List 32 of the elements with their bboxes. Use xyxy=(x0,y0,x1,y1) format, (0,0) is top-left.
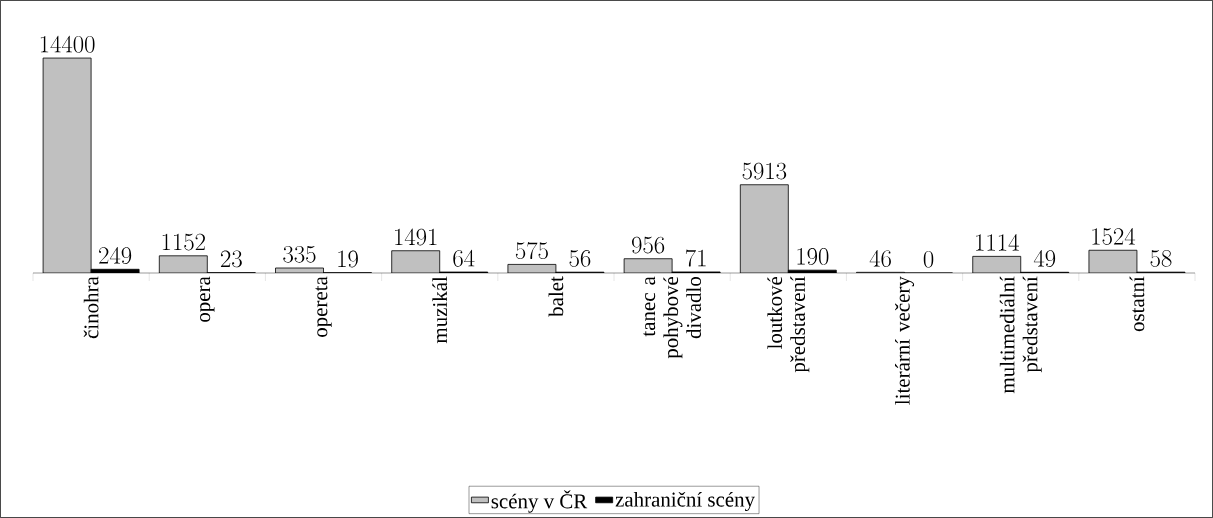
data-label: 46 xyxy=(869,250,891,267)
data-label: 64 xyxy=(453,249,475,267)
x-tick-label: činohra xyxy=(83,276,99,339)
x-tick-label: ostatní xyxy=(1129,276,1145,332)
data-label: 1491 xyxy=(395,228,437,246)
x-tick-label: tanec a pohybové divadlo xyxy=(643,276,702,359)
data-label: 49 xyxy=(1033,249,1056,267)
legend-label: scény v ČR xyxy=(491,490,588,513)
data-label: 23 xyxy=(220,250,242,268)
data-label: 190 xyxy=(797,248,829,265)
data-label: 1114 xyxy=(976,234,1019,251)
legend-label: zahraniční scény xyxy=(615,491,755,511)
data-label: 956 xyxy=(632,236,665,254)
x-tick-label: opera xyxy=(200,276,215,322)
data-label: 58 xyxy=(1150,250,1172,267)
x-tick-label: muzikál xyxy=(432,276,448,344)
data-label: 19 xyxy=(338,250,358,268)
data-label: 335 xyxy=(283,245,316,263)
x-tick-label: opereta xyxy=(315,276,332,337)
data-label: 14400 xyxy=(40,35,95,53)
data-label: 1524 xyxy=(1092,227,1136,245)
x-tick-label: balet xyxy=(548,276,564,317)
data-label: 575 xyxy=(515,241,548,260)
data-label: 1152 xyxy=(162,233,205,251)
data-label: 0 xyxy=(923,250,934,268)
data-label: 56 xyxy=(569,250,591,267)
data-label: 5913 xyxy=(742,162,787,180)
x-tick-label: literární večery xyxy=(894,276,915,405)
data-label: 71 xyxy=(685,249,706,267)
data-label: 249 xyxy=(99,246,132,264)
x-tick-label: multimediální představení xyxy=(999,276,1042,394)
x-tick-label: loutkové představení xyxy=(767,276,810,373)
